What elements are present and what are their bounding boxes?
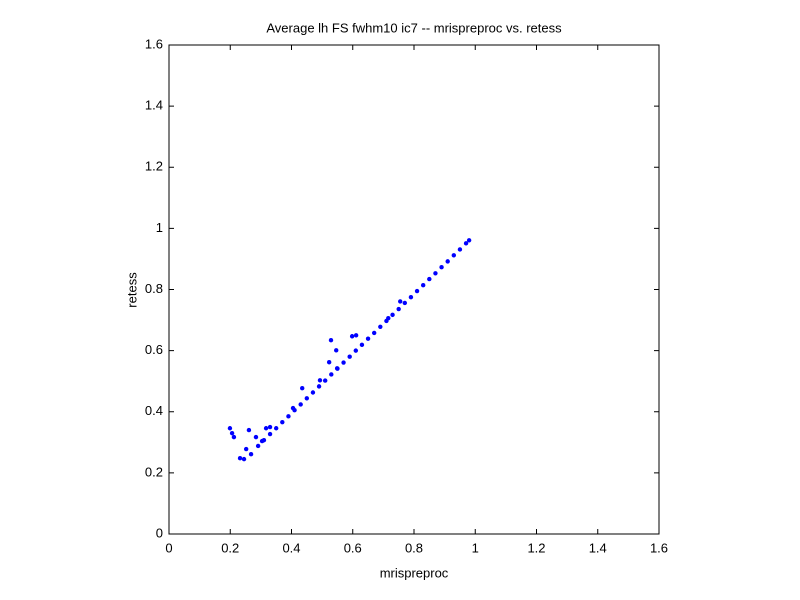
point <box>231 434 237 440</box>
point <box>427 276 432 282</box>
point <box>445 259 450 264</box>
x-tick-label: 0.6 <box>344 540 362 555</box>
y-tick-label: 1.2 <box>145 159 163 174</box>
point <box>248 452 254 457</box>
point <box>402 300 408 306</box>
point <box>359 342 365 348</box>
point <box>300 386 305 391</box>
point <box>353 348 359 353</box>
point <box>310 390 316 395</box>
point <box>286 414 291 419</box>
point <box>261 437 267 443</box>
point <box>241 456 247 462</box>
point <box>451 253 457 258</box>
point <box>280 419 285 425</box>
point <box>317 378 323 383</box>
point <box>457 247 463 252</box>
point <box>433 271 438 276</box>
point <box>328 338 334 343</box>
chart-title: Average lh FS fwhm10 ic7 -- mrispreproc … <box>266 20 562 35</box>
point <box>334 348 339 353</box>
point <box>341 360 346 365</box>
point <box>398 299 403 304</box>
point <box>466 238 472 243</box>
point <box>396 306 401 312</box>
y-axis-label: retess <box>124 272 139 308</box>
x-axis-label: mrispreproc <box>380 565 449 580</box>
point <box>326 360 332 365</box>
y-tick-label: 0.4 <box>145 403 163 418</box>
y-tick-label: 0.8 <box>145 281 163 296</box>
point <box>267 431 273 437</box>
x-tick-label: 0.4 <box>282 540 300 555</box>
point <box>408 294 414 300</box>
point <box>365 336 371 341</box>
point <box>463 241 469 246</box>
x-tick-label: 1.4 <box>589 540 607 555</box>
point <box>353 333 359 338</box>
point <box>267 424 273 430</box>
point <box>304 396 310 401</box>
point <box>246 427 252 433</box>
y-tick-label: 0 <box>156 525 163 540</box>
x-tick-label: 1.2 <box>527 540 545 555</box>
point <box>298 402 303 407</box>
point <box>227 426 233 431</box>
point <box>390 312 395 318</box>
point <box>349 334 355 339</box>
point <box>237 456 243 461</box>
point <box>329 372 334 377</box>
x-tick-label: 1 <box>472 540 479 555</box>
point <box>229 430 235 436</box>
point <box>255 443 261 449</box>
y-tick-label: 0.2 <box>145 464 163 479</box>
point <box>371 330 377 336</box>
point <box>253 434 259 440</box>
point <box>439 264 444 270</box>
y-tick-label: 1.4 <box>145 98 163 113</box>
point <box>243 446 249 452</box>
y-tick-label: 1.6 <box>145 36 163 51</box>
point <box>384 318 389 324</box>
point <box>414 288 420 294</box>
x-tick-label: 0 <box>165 540 172 555</box>
point <box>378 324 383 329</box>
point <box>263 426 269 431</box>
point <box>420 283 426 288</box>
point <box>292 408 297 413</box>
y-tick-label: 0.6 <box>145 342 163 357</box>
y-tick-label: 1 <box>156 220 163 235</box>
point <box>335 366 340 371</box>
point <box>322 378 328 383</box>
point <box>347 354 352 359</box>
point <box>316 384 322 389</box>
x-tick-label: 1.6 <box>650 540 668 555</box>
point <box>273 426 279 431</box>
x-tick-label: 0.8 <box>405 540 423 555</box>
x-tick-label: 0.2 <box>221 540 239 555</box>
